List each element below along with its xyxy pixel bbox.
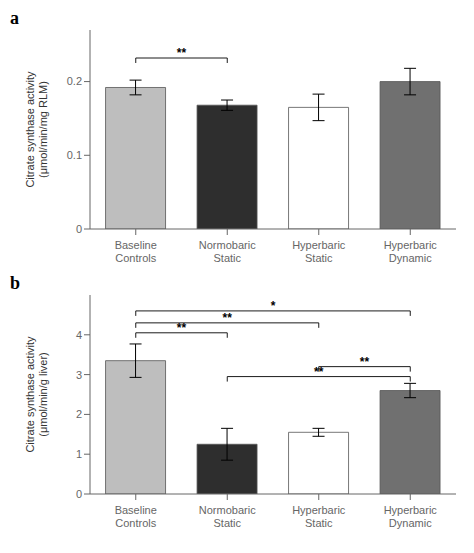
svg-text:HyperbaricDynamic: HyperbaricDynamic	[384, 239, 438, 264]
svg-text:HyperbaricStatic: HyperbaricStatic	[292, 504, 346, 529]
html-text:b: b	[10, 273, 20, 293]
svg-text:HyperbaricStatic: HyperbaricStatic	[292, 239, 346, 264]
svg-text:Citrate synthase activity(μmol: Citrate synthase activity(μmol/min/mg RL…	[24, 71, 49, 188]
svg-text:0.1: 0.1	[67, 149, 82, 161]
svg-text:**: **	[223, 311, 233, 325]
svg-text:**: **	[314, 365, 324, 379]
svg-text:**: **	[177, 321, 187, 335]
svg-text:0.2: 0.2	[67, 75, 82, 87]
svg-text:4: 4	[76, 329, 82, 341]
svg-text:0: 0	[76, 488, 82, 500]
svg-text:BaselineControls: BaselineControls	[115, 239, 157, 264]
svg-text:0: 0	[76, 223, 82, 235]
svg-text:HyperbaricDynamic: HyperbaricDynamic	[384, 504, 438, 529]
svg-text:2: 2	[76, 408, 82, 420]
svg-text:BaselineControls: BaselineControls	[115, 504, 157, 529]
svg-text:**: **	[177, 46, 187, 60]
svg-text:3: 3	[76, 369, 82, 381]
svg-text:**: **	[360, 355, 370, 369]
svg-text:NormobaricStatic: NormobaricStatic	[199, 504, 256, 529]
html-text:a: a	[10, 8, 19, 28]
svg-text:Citrate synthase activity(μmol: Citrate synthase activity(μmol/min/g liv…	[24, 336, 49, 453]
svg-text:1: 1	[76, 448, 82, 460]
svg-text:*: *	[271, 299, 276, 313]
svg-text:NormobaricStatic: NormobaricStatic	[199, 239, 256, 264]
